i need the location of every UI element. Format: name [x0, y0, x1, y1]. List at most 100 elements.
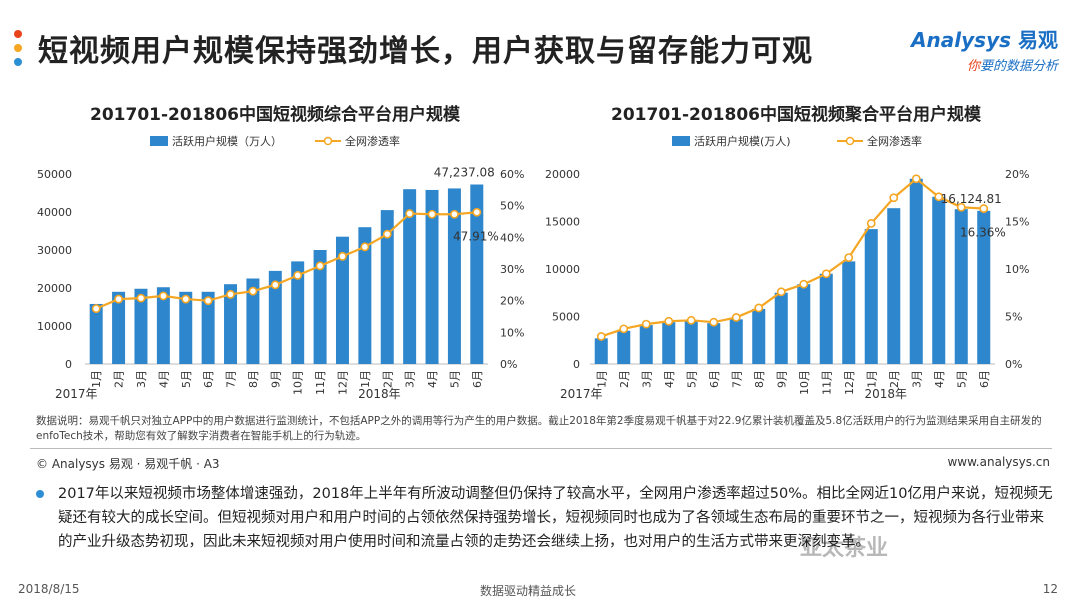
- line-point: [664, 316, 674, 326]
- legend-line-marker: [845, 136, 855, 146]
- y-left-tick-label: 0: [65, 358, 72, 371]
- bar: [179, 291, 193, 364]
- bar: [977, 210, 991, 364]
- x-tick-label: 10月: [292, 370, 305, 395]
- x-tick-label: 2月: [113, 370, 126, 388]
- y-right-tick-label: 15%: [1005, 216, 1029, 229]
- y-left-tick-label: 10000: [37, 320, 72, 333]
- y-left-tick-label: 0: [573, 358, 580, 371]
- line-point: [427, 209, 437, 219]
- line-point: [181, 294, 191, 304]
- bar: [797, 284, 811, 364]
- x-tick-label: 9月: [269, 370, 282, 388]
- year-label: 2018年: [358, 387, 401, 401]
- line-point: [641, 319, 651, 329]
- bar: [224, 284, 238, 364]
- year-label: 2017年: [560, 387, 603, 401]
- line-point: [360, 242, 370, 252]
- bar: [470, 184, 484, 364]
- wechat-watermark: 亚太茶业: [800, 536, 889, 561]
- line-point: [270, 280, 280, 290]
- legend-bar-label: 活跃用户规模(万人): [694, 134, 791, 148]
- y-left-tick-label: 15000: [545, 216, 580, 229]
- summary-bullet: 2017年以来短视频市场整体增速强劲，2018年上半年有所波动调整但仍保持了较高…: [36, 482, 1058, 554]
- bottom-bar: 2018/8/15 数据驱动精益成长 12: [0, 574, 1080, 608]
- x-tick-label: 1月: [865, 370, 878, 388]
- x-tick-label: 4月: [663, 370, 676, 388]
- divider: [30, 448, 1052, 449]
- bar: [335, 236, 349, 364]
- data-label-bar: 16,124.81: [941, 192, 1002, 206]
- line-point: [754, 303, 764, 313]
- chart-title: 201701-201806中国短视频聚合平台用户规模: [611, 104, 982, 125]
- x-tick-label: 1月: [359, 370, 372, 388]
- line-point: [226, 289, 235, 299]
- x-tick-label: 11月: [314, 370, 327, 395]
- y-left-tick-label: 20000: [37, 282, 72, 295]
- line-point: [450, 209, 459, 219]
- bar: [313, 250, 327, 364]
- logo-text: Analysys: [911, 28, 1012, 52]
- bar: [380, 210, 394, 364]
- bar: [425, 189, 439, 364]
- bar: [268, 270, 282, 364]
- x-tick-label: 3月: [910, 370, 923, 388]
- legend-bar-label: 活跃用户规模（万人）: [172, 134, 282, 148]
- logo-cn: 易观: [1018, 28, 1058, 52]
- line-point: [889, 193, 899, 203]
- accent-dot-2: [14, 44, 22, 52]
- x-tick-label: 12月: [843, 370, 856, 395]
- line-point: [91, 304, 101, 313]
- y-left-tick-label: 50000: [37, 168, 72, 181]
- bar: [774, 292, 788, 364]
- line-point: [821, 269, 831, 279]
- page-title: 短视频用户规模保持强劲增长，用户获取与留存能力可观: [38, 34, 813, 69]
- line-point: [472, 207, 482, 217]
- bar: [932, 196, 946, 364]
- footer-slogan: 数据驱动精益成长: [480, 584, 577, 598]
- x-tick-label: 5月: [685, 370, 698, 388]
- line-point: [203, 296, 213, 306]
- line-point: [158, 291, 168, 301]
- line-point: [844, 253, 854, 262]
- line-point: [709, 317, 719, 327]
- legend-bar-swatch: [150, 136, 168, 146]
- header: 短视频用户规模保持强劲增长，用户获取与留存能力可观 Analysys 易观 你要…: [0, 0, 1080, 96]
- y-right-tick-label: 5%: [1005, 311, 1022, 324]
- logo-sub-prefix: 你: [966, 59, 980, 74]
- accent-dot-3: [14, 58, 22, 66]
- bar: [842, 261, 856, 364]
- logo-sub-rest: 要的数据分析: [979, 59, 1058, 74]
- bar: [403, 189, 417, 364]
- x-tick-label: 3月: [135, 370, 148, 388]
- x-tick-label: 4月: [426, 370, 439, 388]
- y-left-tick-label: 10000: [545, 263, 580, 276]
- line-point: [315, 261, 325, 271]
- website-link[interactable]: www.analysys.cn: [947, 455, 1050, 469]
- x-tick-label: 2月: [888, 370, 901, 388]
- year-label: 2018年: [865, 387, 908, 401]
- line-point: [382, 229, 392, 239]
- penetration-line: [600, 177, 984, 338]
- penetration-line: [95, 211, 477, 310]
- line-point: [934, 192, 944, 202]
- bar: [134, 288, 148, 364]
- bar: [954, 209, 968, 364]
- y-left-tick-label: 5000: [552, 311, 580, 324]
- bar: [887, 208, 901, 364]
- x-tick-label: 9月: [775, 370, 788, 388]
- bar: [752, 308, 766, 364]
- accent-dots: [14, 30, 24, 72]
- bar: [447, 188, 461, 364]
- y-right-tick-label: 20%: [500, 295, 524, 308]
- x-tick-label: 5月: [180, 370, 193, 388]
- bar: [684, 321, 698, 364]
- line-point: [866, 219, 876, 228]
- x-tick-label: 1月: [595, 370, 608, 388]
- analysys-logo: Analysys 易观 你要的数据分析: [911, 24, 1058, 74]
- page-number: 12: [1042, 582, 1058, 596]
- bar: [594, 338, 608, 364]
- line-point: [136, 293, 146, 303]
- bar: [201, 291, 215, 364]
- y-left-tick-label: 40000: [37, 206, 72, 219]
